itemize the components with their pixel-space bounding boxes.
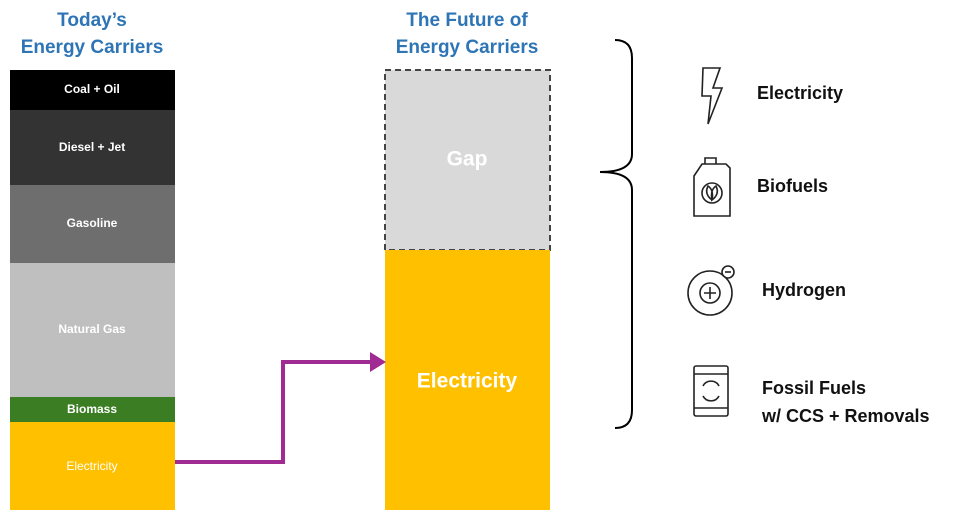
today-column: Coal + Oil Diesel + Jet Gasoline Natural…	[10, 70, 175, 510]
today-title: Today’s	[57, 10, 127, 31]
segment	[10, 397, 175, 422]
segment	[10, 110, 175, 185]
segment-label: Coal + Oil	[64, 82, 120, 96]
segment-label: Electricity	[66, 459, 117, 473]
segment-label: Natural Gas	[58, 322, 126, 336]
option-label: Hydrogen	[762, 280, 846, 300]
future-column: Gap Electricity	[384, 69, 551, 510]
icon-fossil	[693, 365, 729, 417]
gap-segment	[384, 69, 551, 251]
option-label: Fossil Fuels	[762, 378, 866, 398]
segment	[10, 70, 175, 110]
segment-label: Biomass	[67, 402, 117, 416]
icon-electricity	[701, 67, 724, 125]
option-label: Electricity	[757, 83, 843, 103]
brace	[599, 39, 633, 429]
segment-label: Gap	[447, 148, 488, 171]
icon-hydrogen	[687, 265, 735, 316]
future-title: The Future of	[406, 10, 528, 31]
segment-label: Gasoline	[67, 216, 118, 230]
segment	[10, 263, 175, 397]
option-label: w/ CCS + Removals	[761, 406, 930, 426]
segment	[385, 250, 550, 510]
segment	[10, 422, 175, 510]
option-label: Biofuels	[757, 176, 828, 196]
segment	[10, 185, 175, 263]
future-title: Energy Carriers	[396, 37, 539, 58]
today-title: Energy Carriers	[21, 37, 164, 58]
arrow	[175, 352, 386, 464]
segment-label: Diesel + Jet	[59, 140, 125, 154]
segment-label: Electricity	[417, 370, 518, 393]
icon-biofuels	[693, 157, 731, 217]
